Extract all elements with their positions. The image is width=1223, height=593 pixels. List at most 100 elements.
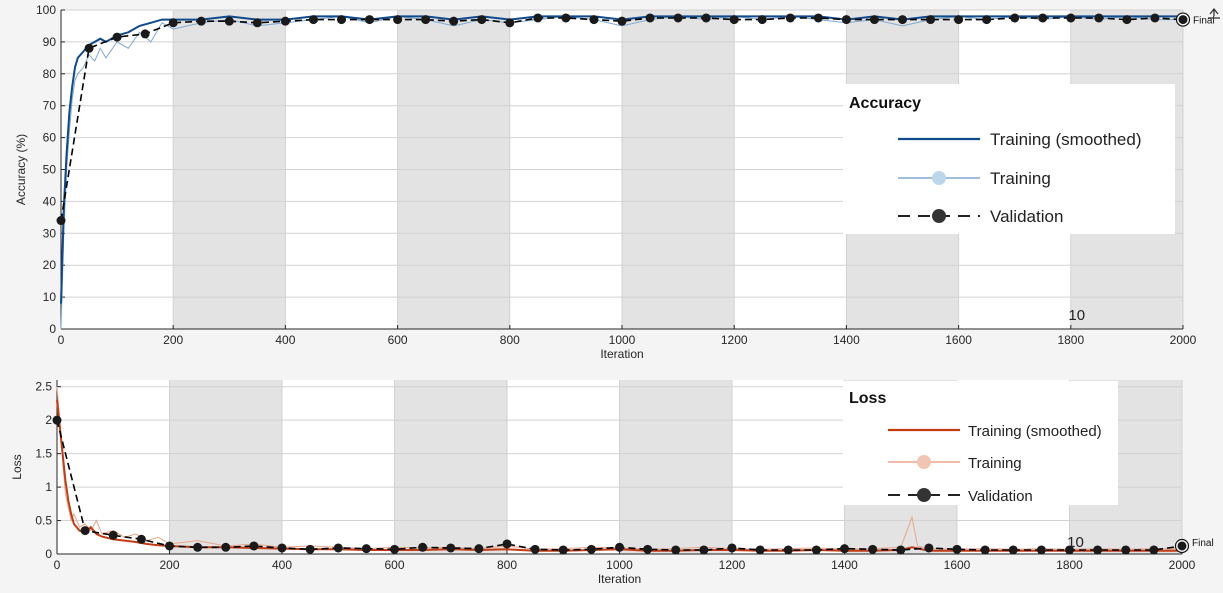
validation-point xyxy=(1093,545,1103,555)
validation-point xyxy=(221,542,231,552)
validation-point xyxy=(333,543,343,553)
validation-point xyxy=(361,544,371,554)
validation-point xyxy=(727,543,737,553)
x-tick-label: 400 xyxy=(272,558,292,572)
y-tick-label: 80 xyxy=(43,67,57,81)
validation-point xyxy=(980,545,990,555)
x-tick-label: 600 xyxy=(388,333,408,347)
x-tick-label: 1000 xyxy=(609,333,636,347)
x-tick-label: 0 xyxy=(58,333,65,347)
validation-point xyxy=(1094,13,1104,23)
legend-marker-validation xyxy=(932,209,946,223)
legend-marker-training xyxy=(917,455,931,469)
validation-point xyxy=(477,15,487,25)
loss-chart: 0 0.5 1 1.5 2 2.5 0 200 400 600 800 1000 1200 1400 160… xyxy=(10,380,1214,586)
y-tick-label: 60 xyxy=(43,131,57,145)
validation-point xyxy=(530,544,540,554)
legend-entry-label: Validation xyxy=(990,207,1063,226)
validation-point xyxy=(952,544,962,554)
validation-point xyxy=(446,543,456,553)
validation-point xyxy=(1121,545,1131,555)
epoch-band xyxy=(394,380,507,554)
validation-point xyxy=(671,545,681,555)
legend-box xyxy=(843,84,1175,234)
training-smoothed-line xyxy=(60,15,1183,304)
y-tick-label: 0 xyxy=(49,322,56,336)
validation-point xyxy=(252,18,262,28)
epoch-label: 10 xyxy=(1067,534,1084,551)
validation-point xyxy=(224,16,234,26)
validation-point xyxy=(954,15,964,25)
x-tick-label: 400 xyxy=(275,333,295,347)
validation-point xyxy=(869,15,879,25)
legend-title: Loss xyxy=(849,390,886,407)
export-icon[interactable] xyxy=(1208,7,1220,19)
validation-point xyxy=(418,542,428,552)
validation-point xyxy=(365,15,375,25)
validation-point xyxy=(112,32,122,42)
validation-point xyxy=(533,13,543,23)
y-tick-label: 10 xyxy=(43,290,57,304)
y-tick-label: 50 xyxy=(43,163,57,177)
epoch-band xyxy=(169,380,282,554)
validation-point xyxy=(56,216,66,226)
validation-point xyxy=(1038,13,1048,23)
validation-point xyxy=(1036,545,1046,555)
validation-point xyxy=(701,13,711,23)
legend-entry-label: Training (smoothed) xyxy=(968,423,1102,440)
validation-point xyxy=(136,534,146,544)
x-tick-label: 2000 xyxy=(1169,558,1196,572)
validation-point xyxy=(868,544,878,554)
validation-point xyxy=(140,29,150,39)
x-tick-label: 200 xyxy=(159,558,179,572)
x-tick-label: 1400 xyxy=(831,558,858,572)
validation-point xyxy=(699,545,709,555)
x-tick-label: 1000 xyxy=(606,558,633,572)
y-tick-label: 30 xyxy=(43,226,57,240)
validation-point xyxy=(813,13,823,23)
validation-point xyxy=(52,415,62,425)
y-tick-label: 40 xyxy=(43,194,57,208)
validation-point xyxy=(617,16,627,26)
validation-point xyxy=(277,543,287,553)
validation-point xyxy=(898,15,907,25)
validation-point xyxy=(558,545,568,555)
final-label: Final xyxy=(1193,16,1215,27)
validation-point xyxy=(783,545,793,555)
validation-point xyxy=(168,18,178,28)
validation-point xyxy=(1149,545,1159,555)
validation-point xyxy=(337,15,346,25)
final-label: Final xyxy=(1192,538,1214,549)
validation-point xyxy=(729,15,739,25)
y-tick-label: 1 xyxy=(45,480,52,494)
validation-point xyxy=(673,13,683,23)
legend-entry-label: Training xyxy=(968,455,1022,472)
legend-marker-validation xyxy=(917,488,931,502)
y-tick-label: 0.5 xyxy=(35,514,52,528)
validation-point xyxy=(502,539,512,549)
validation-point xyxy=(308,15,318,25)
validation-point xyxy=(1065,545,1074,555)
validation-point xyxy=(1150,13,1160,23)
legend-title: Accuracy xyxy=(849,95,921,112)
x-tick-label: 1800 xyxy=(1056,558,1083,572)
x-tick-label: 800 xyxy=(500,333,520,347)
validation-point xyxy=(196,16,206,26)
x-axis-label: Iteration xyxy=(598,572,641,586)
validation-point xyxy=(421,15,431,25)
validation-point xyxy=(305,544,315,554)
validation-point xyxy=(840,544,849,554)
y-tick-label: 2 xyxy=(45,413,52,427)
epoch-band xyxy=(619,380,732,554)
x-tick-label: 1600 xyxy=(945,333,972,347)
x-tick-label: 2000 xyxy=(1170,333,1197,347)
legend-entry-label: Training xyxy=(990,169,1051,188)
validation-point xyxy=(811,545,821,555)
validation-point xyxy=(561,13,571,23)
validation-point xyxy=(757,15,767,25)
validation-point xyxy=(108,530,118,540)
validation-point xyxy=(280,16,290,26)
x-tick-label: 1200 xyxy=(719,558,746,572)
